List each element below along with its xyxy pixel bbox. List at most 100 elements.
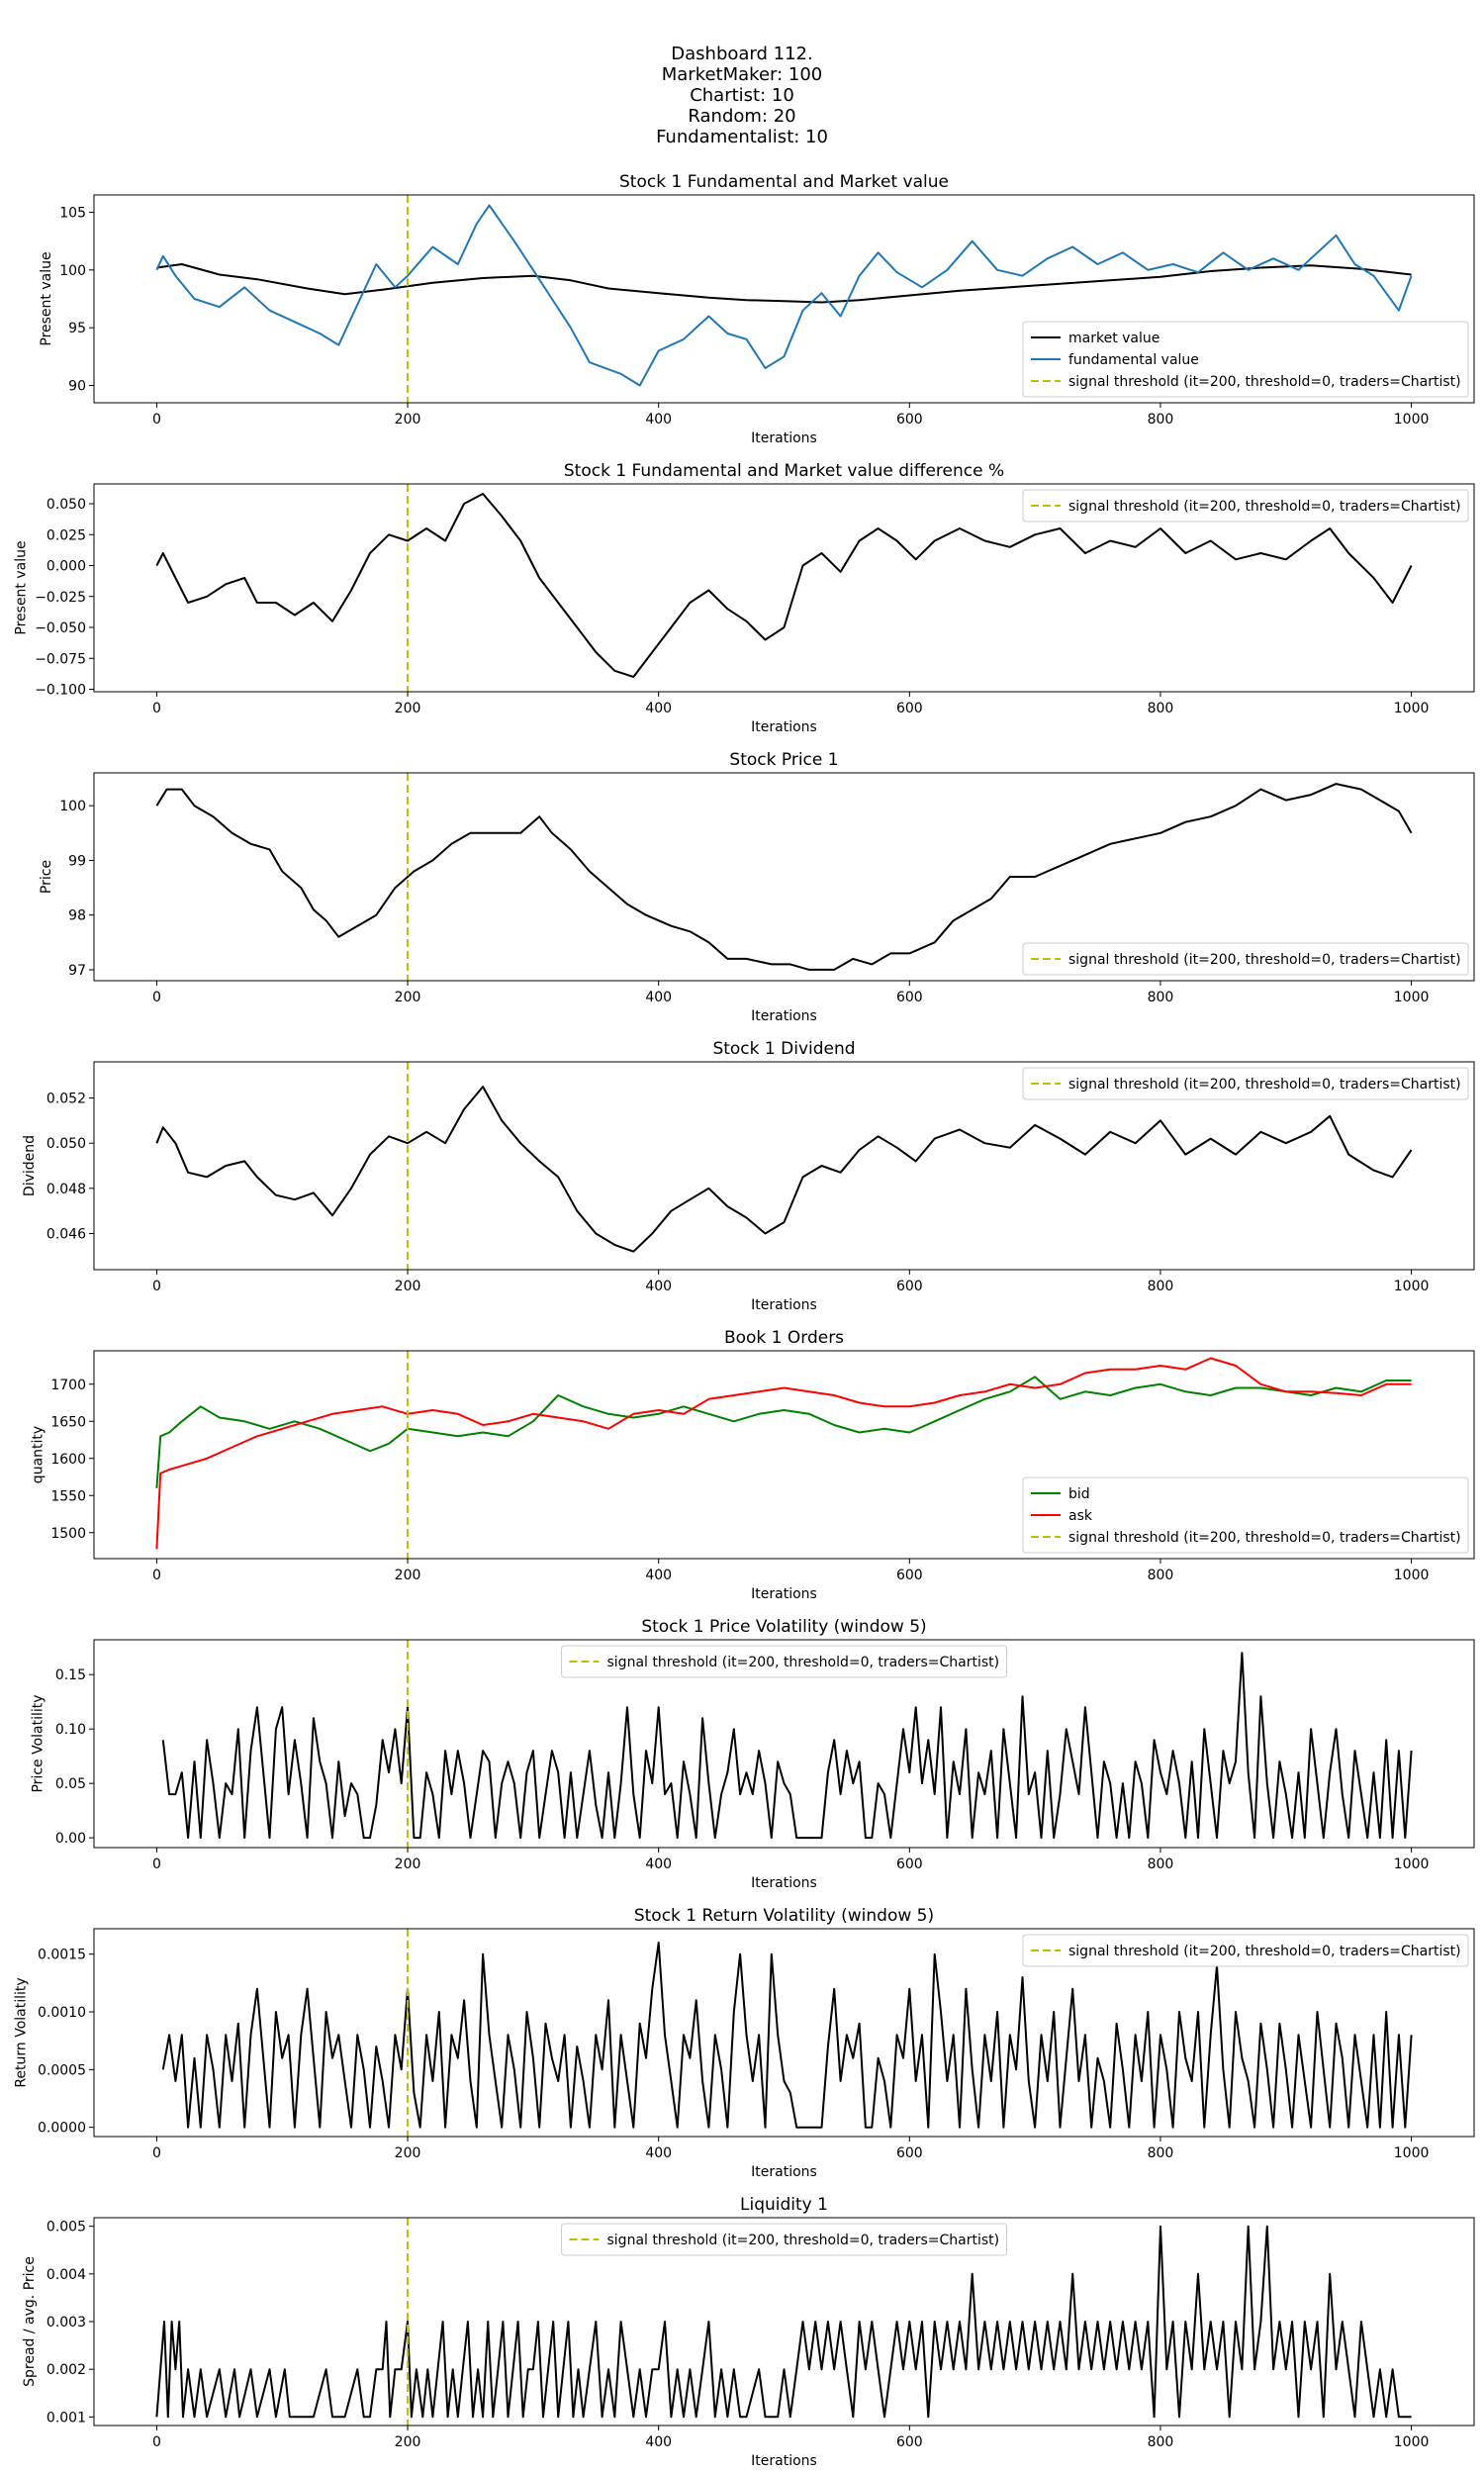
x-tick-label: 0 xyxy=(152,2145,161,2161)
x-tick-label: 0 xyxy=(152,990,161,1005)
legend-label: signal threshold (it=200, threshold=0, t… xyxy=(1068,1944,1461,1959)
legend: signal threshold (it=200, threshold=0, t… xyxy=(1022,1067,1469,1100)
x-tick-label: 1000 xyxy=(1394,1856,1430,1872)
chart-2: Stock 1 Fundamental and Market value dif… xyxy=(13,461,1475,735)
x-tick-label: 800 xyxy=(1148,1568,1174,1583)
legend-label: signal threshold (it=200, threshold=0, t… xyxy=(1068,1077,1461,1093)
y-tick-label: 100 xyxy=(59,799,86,814)
header-line-marketmaker: MarketMaker: 100 xyxy=(661,64,823,85)
plot-area xyxy=(161,1640,1413,1848)
plot-frame xyxy=(93,1350,1475,1560)
y-tick-label: 105 xyxy=(59,206,86,222)
legend-box xyxy=(1022,1067,1469,1100)
y-axis-label: Price Volatility xyxy=(31,1694,46,1792)
series-line-fundamental-value xyxy=(155,204,1413,387)
chart-8: Liquidity 1 0 200 400 600 800 1000 0.001 0.002 0.… xyxy=(22,2195,1475,2469)
plot-frame xyxy=(93,1061,1475,1271)
chart-title: Stock 1 Return Volatility (window 5) xyxy=(634,1906,934,1926)
x-tick-label: 600 xyxy=(896,2434,923,2450)
y-tick-label: −0.100 xyxy=(35,683,86,699)
chart-5: Book 1 Orders 0 200 400 600 800 1000 1500 1550 16… xyxy=(31,1328,1475,1602)
chart-title: Stock Price 1 xyxy=(729,750,838,770)
x-tick-label: 800 xyxy=(1148,1856,1174,1872)
x-tick-label: 600 xyxy=(896,2145,923,2161)
x-axis-label: Iterations xyxy=(751,1008,817,1024)
legend: signal threshold (it=200, threshold=0, t… xyxy=(561,2223,1007,2256)
x-tick-label: 800 xyxy=(1148,1279,1174,1294)
x-tick-label: 200 xyxy=(395,990,421,1005)
legend-label: signal threshold (it=200, threshold=0, t… xyxy=(1068,952,1461,968)
y-tick-label: 0.05 xyxy=(55,1776,86,1792)
series-line-market-value xyxy=(156,263,1412,304)
y-tick-label: 0.025 xyxy=(46,527,86,543)
legend: signal threshold (it=200, threshold=0, t… xyxy=(1022,1934,1469,1967)
plot-area xyxy=(161,1929,1413,2137)
x-tick-label: 200 xyxy=(395,1568,421,1583)
series-line-1 xyxy=(161,1652,1413,1840)
y-axis-label: Price xyxy=(39,860,54,894)
legend-box xyxy=(1022,1934,1469,1967)
dashboard-header: Dashboard 112. MarketMaker: 100 Chartist… xyxy=(0,44,1484,147)
y-tick-label: 98 xyxy=(68,908,86,924)
y-tick-label: 0.15 xyxy=(55,1667,86,1683)
legend: signal threshold (it=200, threshold=0, t… xyxy=(561,1645,1007,1678)
legend-box xyxy=(1022,942,1469,976)
x-tick-label: 200 xyxy=(395,2145,421,2161)
x-tick-label: 600 xyxy=(896,1279,923,1294)
header-line-dashboard: Dashboard 112. xyxy=(671,44,813,64)
chart-title: Stock 1 Price Volatility (window 5) xyxy=(641,1617,926,1637)
chart-7: Stock 1 Return Volatility (window 5) 0 200… xyxy=(13,1906,1475,2180)
legend-label: signal threshold (it=200, threshold=0, t… xyxy=(607,1655,1000,1670)
y-tick-label: −0.025 xyxy=(35,590,86,606)
legend-label: bid xyxy=(1068,1486,1090,1502)
y-tick-label: 0.048 xyxy=(46,1182,86,1197)
y-tick-label: 0.0015 xyxy=(38,1948,86,1963)
x-axis-label: Iterations xyxy=(751,1586,817,1602)
y-tick-label: 0.002 xyxy=(46,2362,86,2378)
x-axis-label: Iterations xyxy=(751,1297,817,1313)
plot-frame xyxy=(93,772,1475,982)
plot-area xyxy=(155,1351,1412,1559)
legend: signal threshold (it=200, threshold=0, t… xyxy=(1022,942,1469,976)
x-tick-label: 400 xyxy=(645,1279,672,1294)
y-tick-label: 0.000 xyxy=(46,559,86,575)
x-axis-label: Iterations xyxy=(751,1875,817,1891)
chart-1: Stock 1 Fundamental and Market value 0 200… xyxy=(39,172,1475,446)
x-tick-label: 1000 xyxy=(1394,990,1430,1005)
x-tick-label: 400 xyxy=(645,1568,672,1583)
chart-6: Stock 1 Price Volatility (window 5) 0 200 4… xyxy=(31,1617,1475,1891)
legend-label: signal threshold (it=200, threshold=0, t… xyxy=(1068,499,1461,515)
x-tick-label: 200 xyxy=(395,2434,421,2450)
x-tick-label: 200 xyxy=(395,1856,421,1872)
chart-3: Stock Price 1 0 200 400 600 800 1000 97 98 99 100 I… xyxy=(39,750,1475,1024)
series-line-bid xyxy=(155,1376,1412,1488)
x-tick-label: 600 xyxy=(896,1856,923,1872)
chart-title: Book 1 Orders xyxy=(724,1328,844,1348)
x-tick-label: 400 xyxy=(645,2145,672,2161)
x-tick-label: 200 xyxy=(395,1279,421,1294)
x-axis-label: Iterations xyxy=(751,2453,817,2469)
y-tick-label: 0.0010 xyxy=(38,2005,86,2021)
x-tick-label: 600 xyxy=(896,990,923,1005)
y-tick-label: 1500 xyxy=(50,1526,86,1542)
x-tick-label: 200 xyxy=(395,412,421,428)
x-axis-label: Iterations xyxy=(751,430,817,446)
x-tick-label: 400 xyxy=(645,1856,672,1872)
x-tick-label: 800 xyxy=(1148,412,1174,428)
x-tick-label: 400 xyxy=(645,412,672,428)
x-tick-label: 0 xyxy=(152,1856,161,1872)
legend-label: signal threshold (it=200, threshold=0, t… xyxy=(1068,1530,1461,1546)
y-tick-label: 0.003 xyxy=(46,2315,86,2331)
x-tick-label: 600 xyxy=(896,701,923,716)
x-tick-label: 0 xyxy=(152,701,161,716)
chart-title: Stock 1 Fundamental and Market value dif… xyxy=(564,461,1004,481)
y-tick-label: 0.00 xyxy=(55,1831,86,1847)
x-tick-label: 600 xyxy=(896,412,923,428)
y-axis-label: Present value xyxy=(39,251,54,345)
y-axis-label: Dividend xyxy=(22,1135,38,1196)
x-tick-label: 400 xyxy=(645,701,672,716)
y-tick-label: 1700 xyxy=(50,1378,86,1393)
x-axis-label: Iterations xyxy=(751,2164,817,2180)
x-tick-label: 0 xyxy=(152,2434,161,2450)
legend-box xyxy=(561,1645,1007,1678)
